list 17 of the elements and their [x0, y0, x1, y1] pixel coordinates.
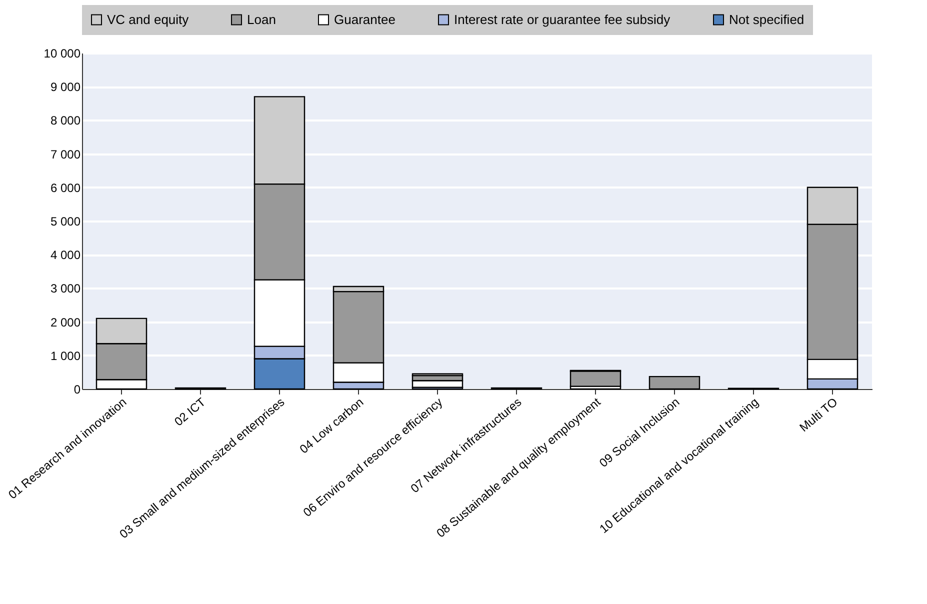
y-tick-label: 7 000: [50, 147, 81, 162]
y-tick-label: 9 000: [50, 80, 81, 94]
y-tick-label: 0: [74, 382, 81, 396]
y-tick-label: 1 000: [50, 348, 81, 363]
legend-label: Not specified: [729, 12, 804, 27]
y-tick-label: 10 000: [44, 46, 81, 60]
x-tick-label: 02 ICT: [172, 394, 209, 429]
y-tick-label: 8 000: [50, 114, 81, 128]
y-tick-label: 3 000: [50, 282, 81, 296]
legend-label: Interest rate or guarantee fee subsidy: [454, 12, 671, 27]
legend-label: Guarantee: [334, 12, 396, 27]
legend-label: Loan: [247, 12, 276, 27]
legend-label: VC and equity: [107, 12, 190, 27]
y-tick-label: 4 000: [50, 248, 81, 262]
y-tick-label: 6 000: [50, 180, 81, 195]
y-tick-label: 5 000: [50, 214, 81, 228]
y-tick-label: 2 000: [50, 315, 81, 330]
